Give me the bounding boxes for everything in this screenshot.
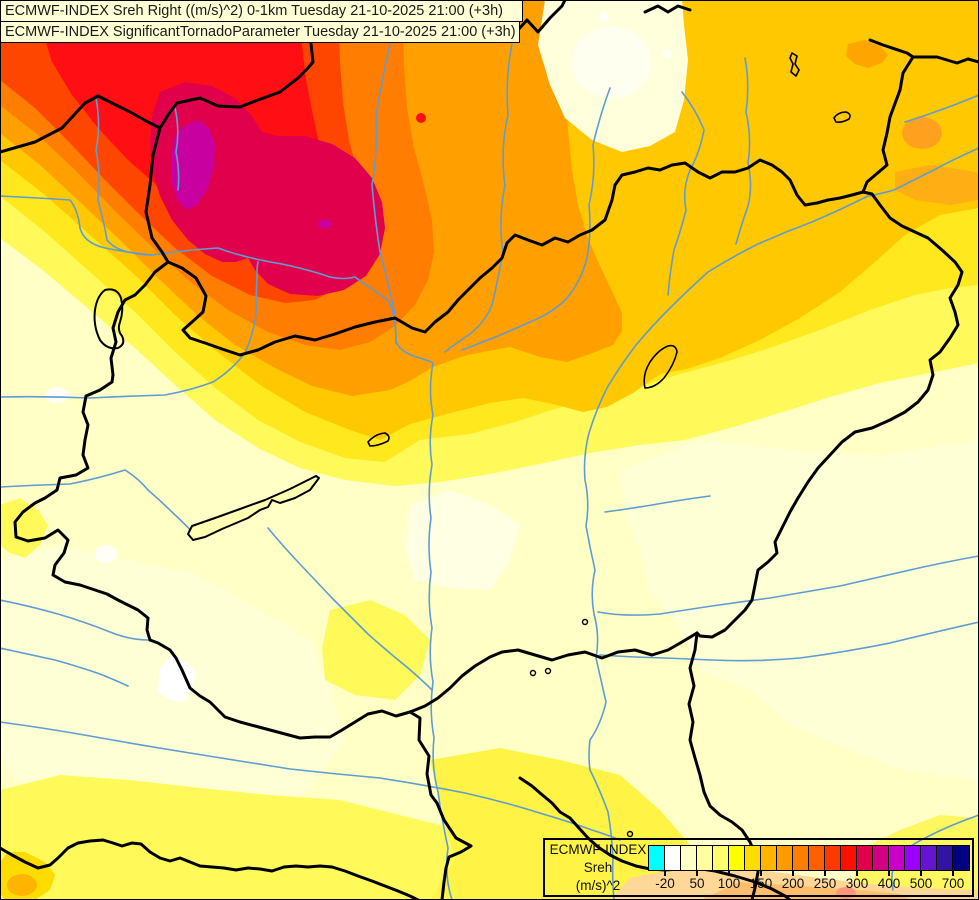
colorbar-cell (777, 846, 793, 870)
colorbar (648, 845, 970, 871)
lake-ferto (93, 288, 125, 350)
colorbar-tick (760, 871, 762, 876)
colorbar-tick-label: 500 (909, 876, 933, 891)
title-line-2: ECMWF-INDEX SignificantTornadoParameter … (0, 21, 520, 43)
rivers (0, 43, 979, 900)
colorbar-tick-label: 50 (689, 876, 705, 891)
colorbar-tick-label: 300 (845, 876, 869, 891)
colorbar-cell (889, 846, 905, 870)
colorbar-tick (888, 871, 890, 876)
legend-product: ECMWF-INDEX (549, 842, 647, 857)
colorbar-cell (697, 846, 713, 870)
colorbar-cell (921, 846, 937, 870)
colorbar-tick-label: 400 (877, 876, 901, 891)
legend: ECMWF-INDEX Sreh (m/s)^2 -20 50 100 150 200 2… (543, 838, 974, 897)
colorbar-tick-label: 150 (749, 876, 773, 891)
colorbar-tick (728, 871, 730, 876)
legend-units: (m/s)^2 (575, 878, 621, 893)
colorbar-tick-label: 700 (941, 876, 965, 891)
lake-ne-small (833, 111, 851, 123)
colorbar-tick (792, 871, 794, 876)
colorbar-cell (937, 846, 953, 870)
lake-sliver-ne (789, 52, 800, 77)
colorbar-tick (696, 871, 698, 876)
colorbar-cell (665, 846, 681, 870)
colorbar-cell (729, 846, 745, 870)
colorbar-tick-label: 200 (781, 876, 805, 891)
legend-text: ECMWF-INDEX Sreh (m/s)^2 (549, 841, 647, 895)
colorbar-cell (793, 846, 809, 870)
colorbar-cell (873, 846, 889, 870)
colorbar-cell (905, 846, 921, 870)
hotspot-core (171, 120, 215, 210)
colorbar-tick (664, 871, 666, 876)
colorbar-cell (857, 846, 873, 870)
title-line-1: ECMWF-INDEX Sreh Right ((m/s)^2) 0-1km T… (0, 0, 523, 22)
colorbar-cell (745, 846, 761, 870)
colorbar-tick (920, 871, 922, 876)
colorbar-cell (825, 846, 841, 870)
lake-balaton (187, 475, 320, 541)
legend-parameter: Sreh (583, 860, 613, 875)
colorbar-cell (681, 846, 697, 870)
colorbar-tick-label: -20 (655, 876, 675, 891)
colorbar-tick (952, 871, 954, 876)
colorbar-cell (761, 846, 777, 870)
lake-tisza (643, 344, 678, 389)
colorbar-cell (713, 846, 729, 870)
colorbar-cell (649, 846, 665, 870)
colorbar-cell (953, 846, 969, 870)
title-box: ECMWF-INDEX Sreh Right ((m/s)^2) 0-1km T… (0, 0, 523, 43)
colorbar-tick (824, 871, 826, 876)
colorbar-tick-label: 100 (717, 876, 741, 891)
colorbar-cell (809, 846, 825, 870)
colorbar-tick (856, 871, 858, 876)
colorbar-tick-label: 250 (813, 876, 837, 891)
lake-velence (367, 432, 390, 447)
lakes (93, 52, 851, 838)
colorbar-cell (841, 846, 857, 870)
